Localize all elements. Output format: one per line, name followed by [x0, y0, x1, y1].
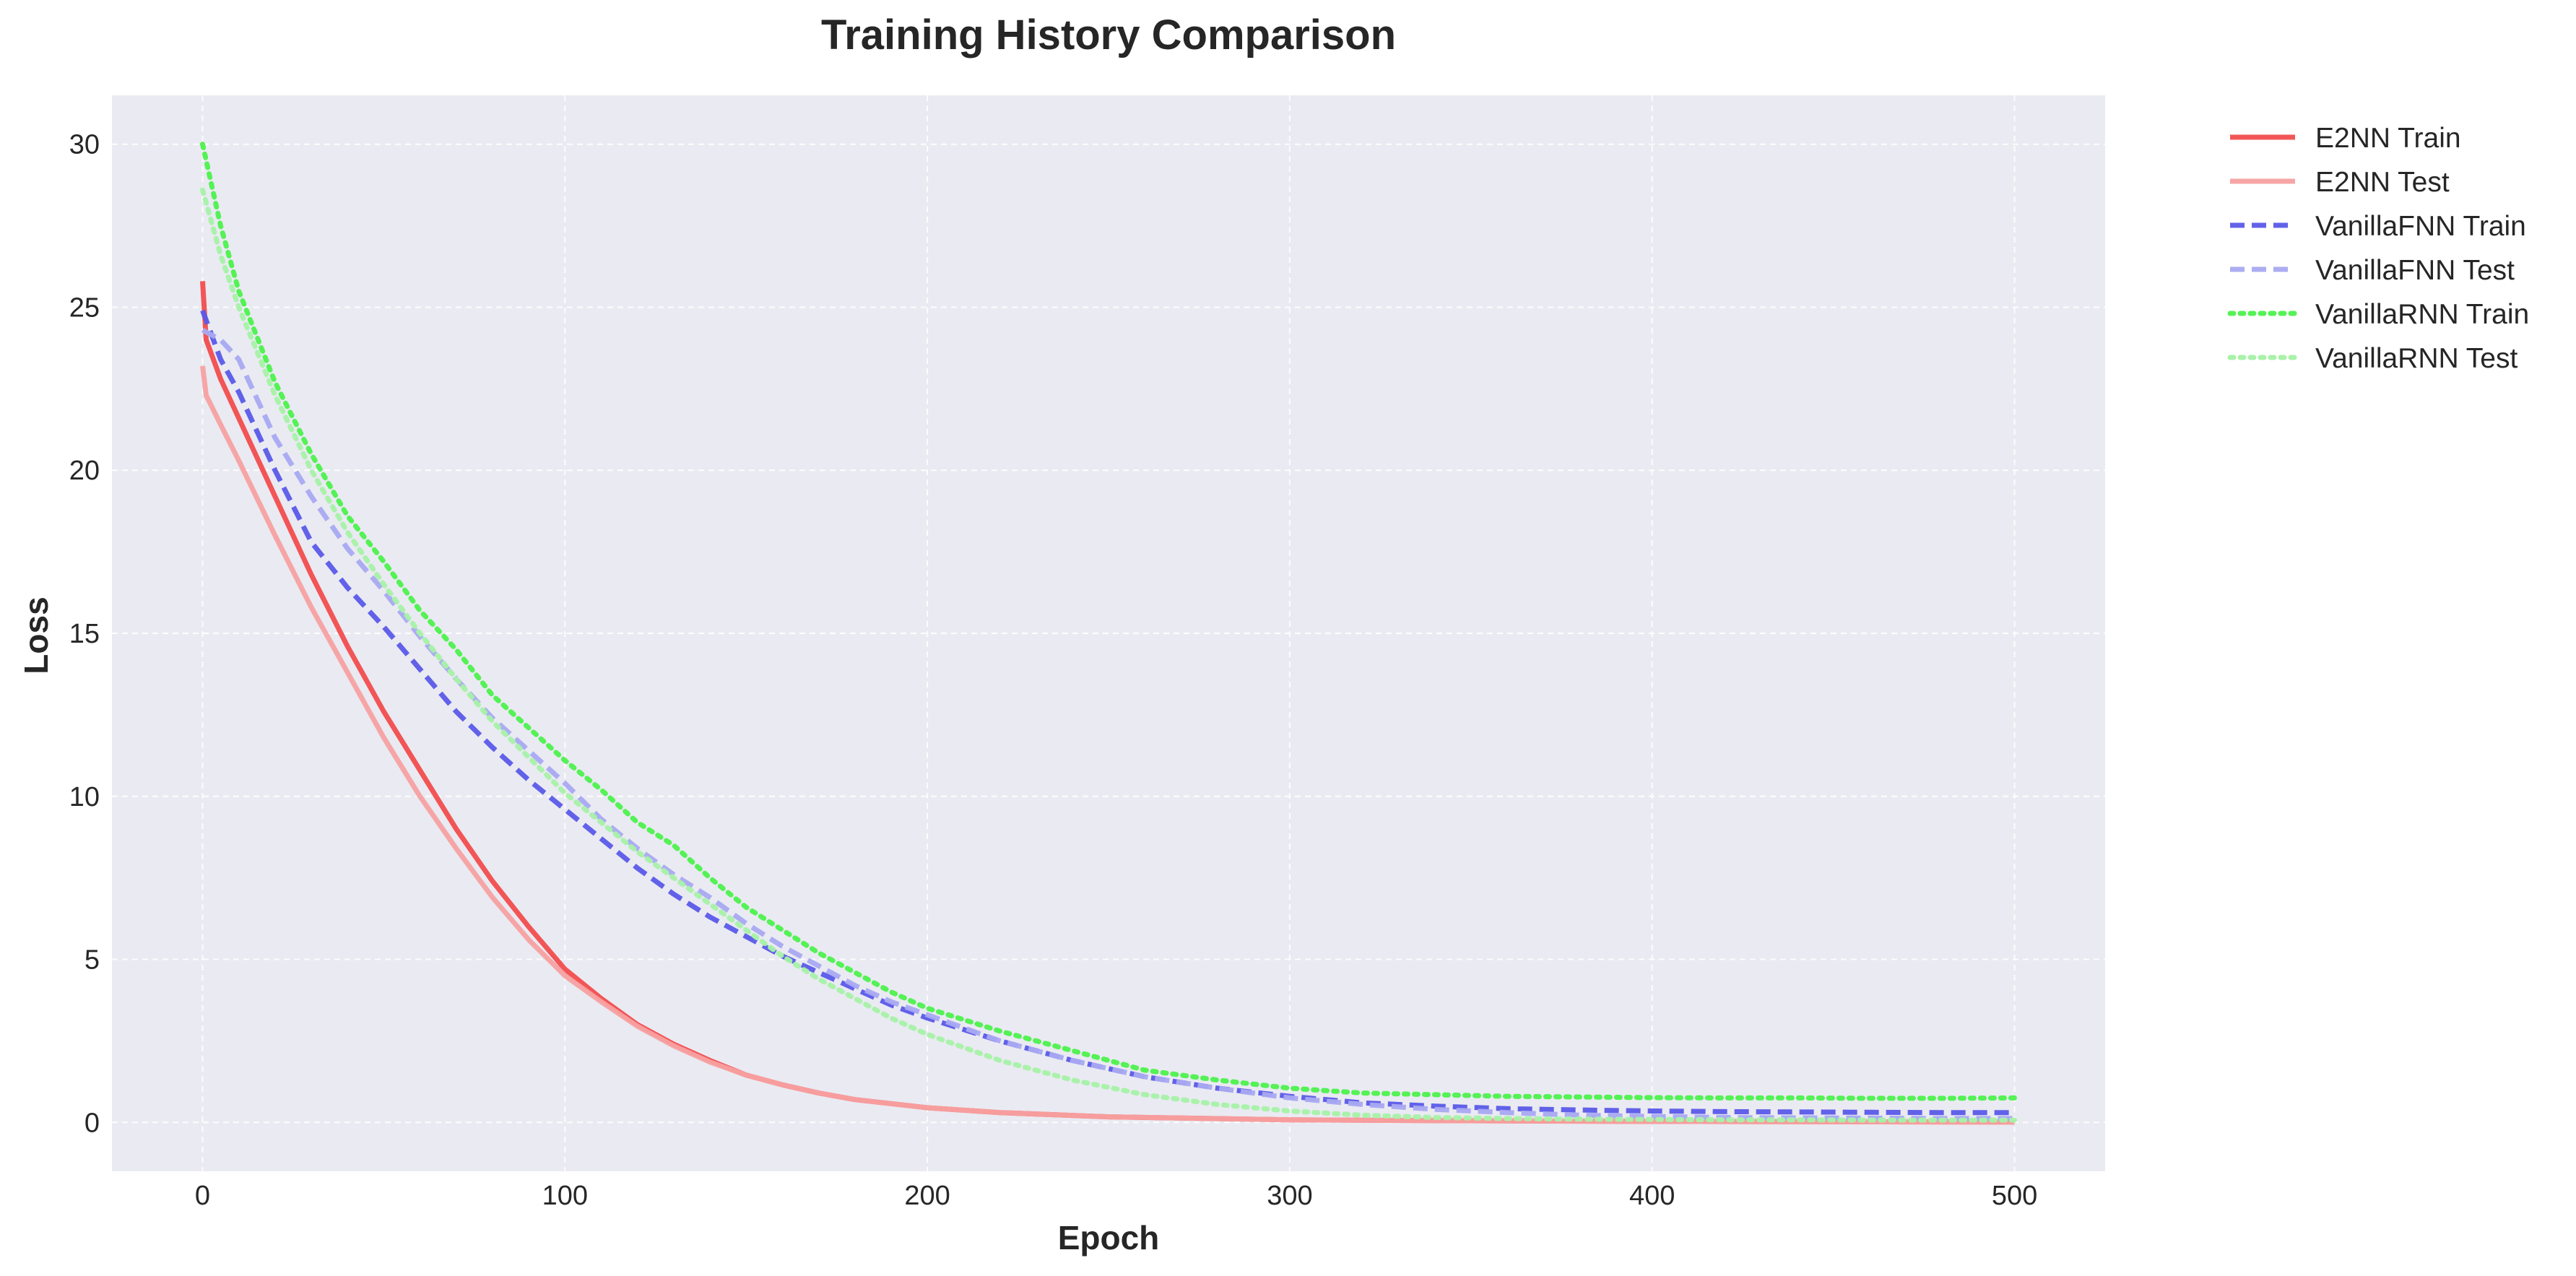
chart-title: Training History Comparison [821, 12, 1396, 58]
series-line-e2nn-test [200, 365, 2015, 1125]
legend-label: E2NN Test [2315, 167, 2450, 198]
x-tick-label: 200 [904, 1181, 950, 1211]
legend-label: VanillaFNN Train [2315, 211, 2526, 242]
x-tick-labels: 0 100 200 300 400 500 [195, 1181, 2037, 1211]
x-axis-label: Epoch [1058, 1219, 1160, 1257]
series-lines [200, 142, 2017, 1125]
y-tick-label: 30 [69, 130, 100, 160]
legend-label: VanillaFNN Test [2315, 255, 2515, 286]
series-line-vanillafnn-test [201, 328, 2015, 1121]
x-tick-label: 300 [1267, 1181, 1312, 1211]
y-tick-label: 0 [84, 1108, 100, 1138]
legend-label: E2NN Train [2315, 123, 2461, 154]
legend-label: VanillaRNN Train [2315, 299, 2529, 330]
series-line-vanillarnn-train [200, 142, 2017, 1101]
x-tick-label: 100 [542, 1181, 588, 1211]
y-tick-label: 15 [69, 619, 100, 649]
x-tick-label: 400 [1629, 1181, 1675, 1211]
legend-label: VanillaRNN Test [2315, 343, 2518, 374]
y-tick-label: 20 [69, 456, 100, 486]
x-tick-label: 500 [1992, 1181, 2037, 1211]
y-tick-label: 10 [69, 782, 100, 812]
x-tick-label: 0 [195, 1181, 210, 1211]
y-tick-label: 5 [84, 945, 100, 976]
y-tick-labels: 0 5 10 15 20 25 30 [69, 130, 100, 1139]
y-tick-label: 25 [69, 292, 100, 323]
series-line-vanillarnn-test [200, 187, 2017, 1123]
legend: E2NN Train E2NN Test VanillaFNN Train Vanil… [2227, 123, 2529, 374]
y-axis-label: Loss [17, 596, 55, 674]
